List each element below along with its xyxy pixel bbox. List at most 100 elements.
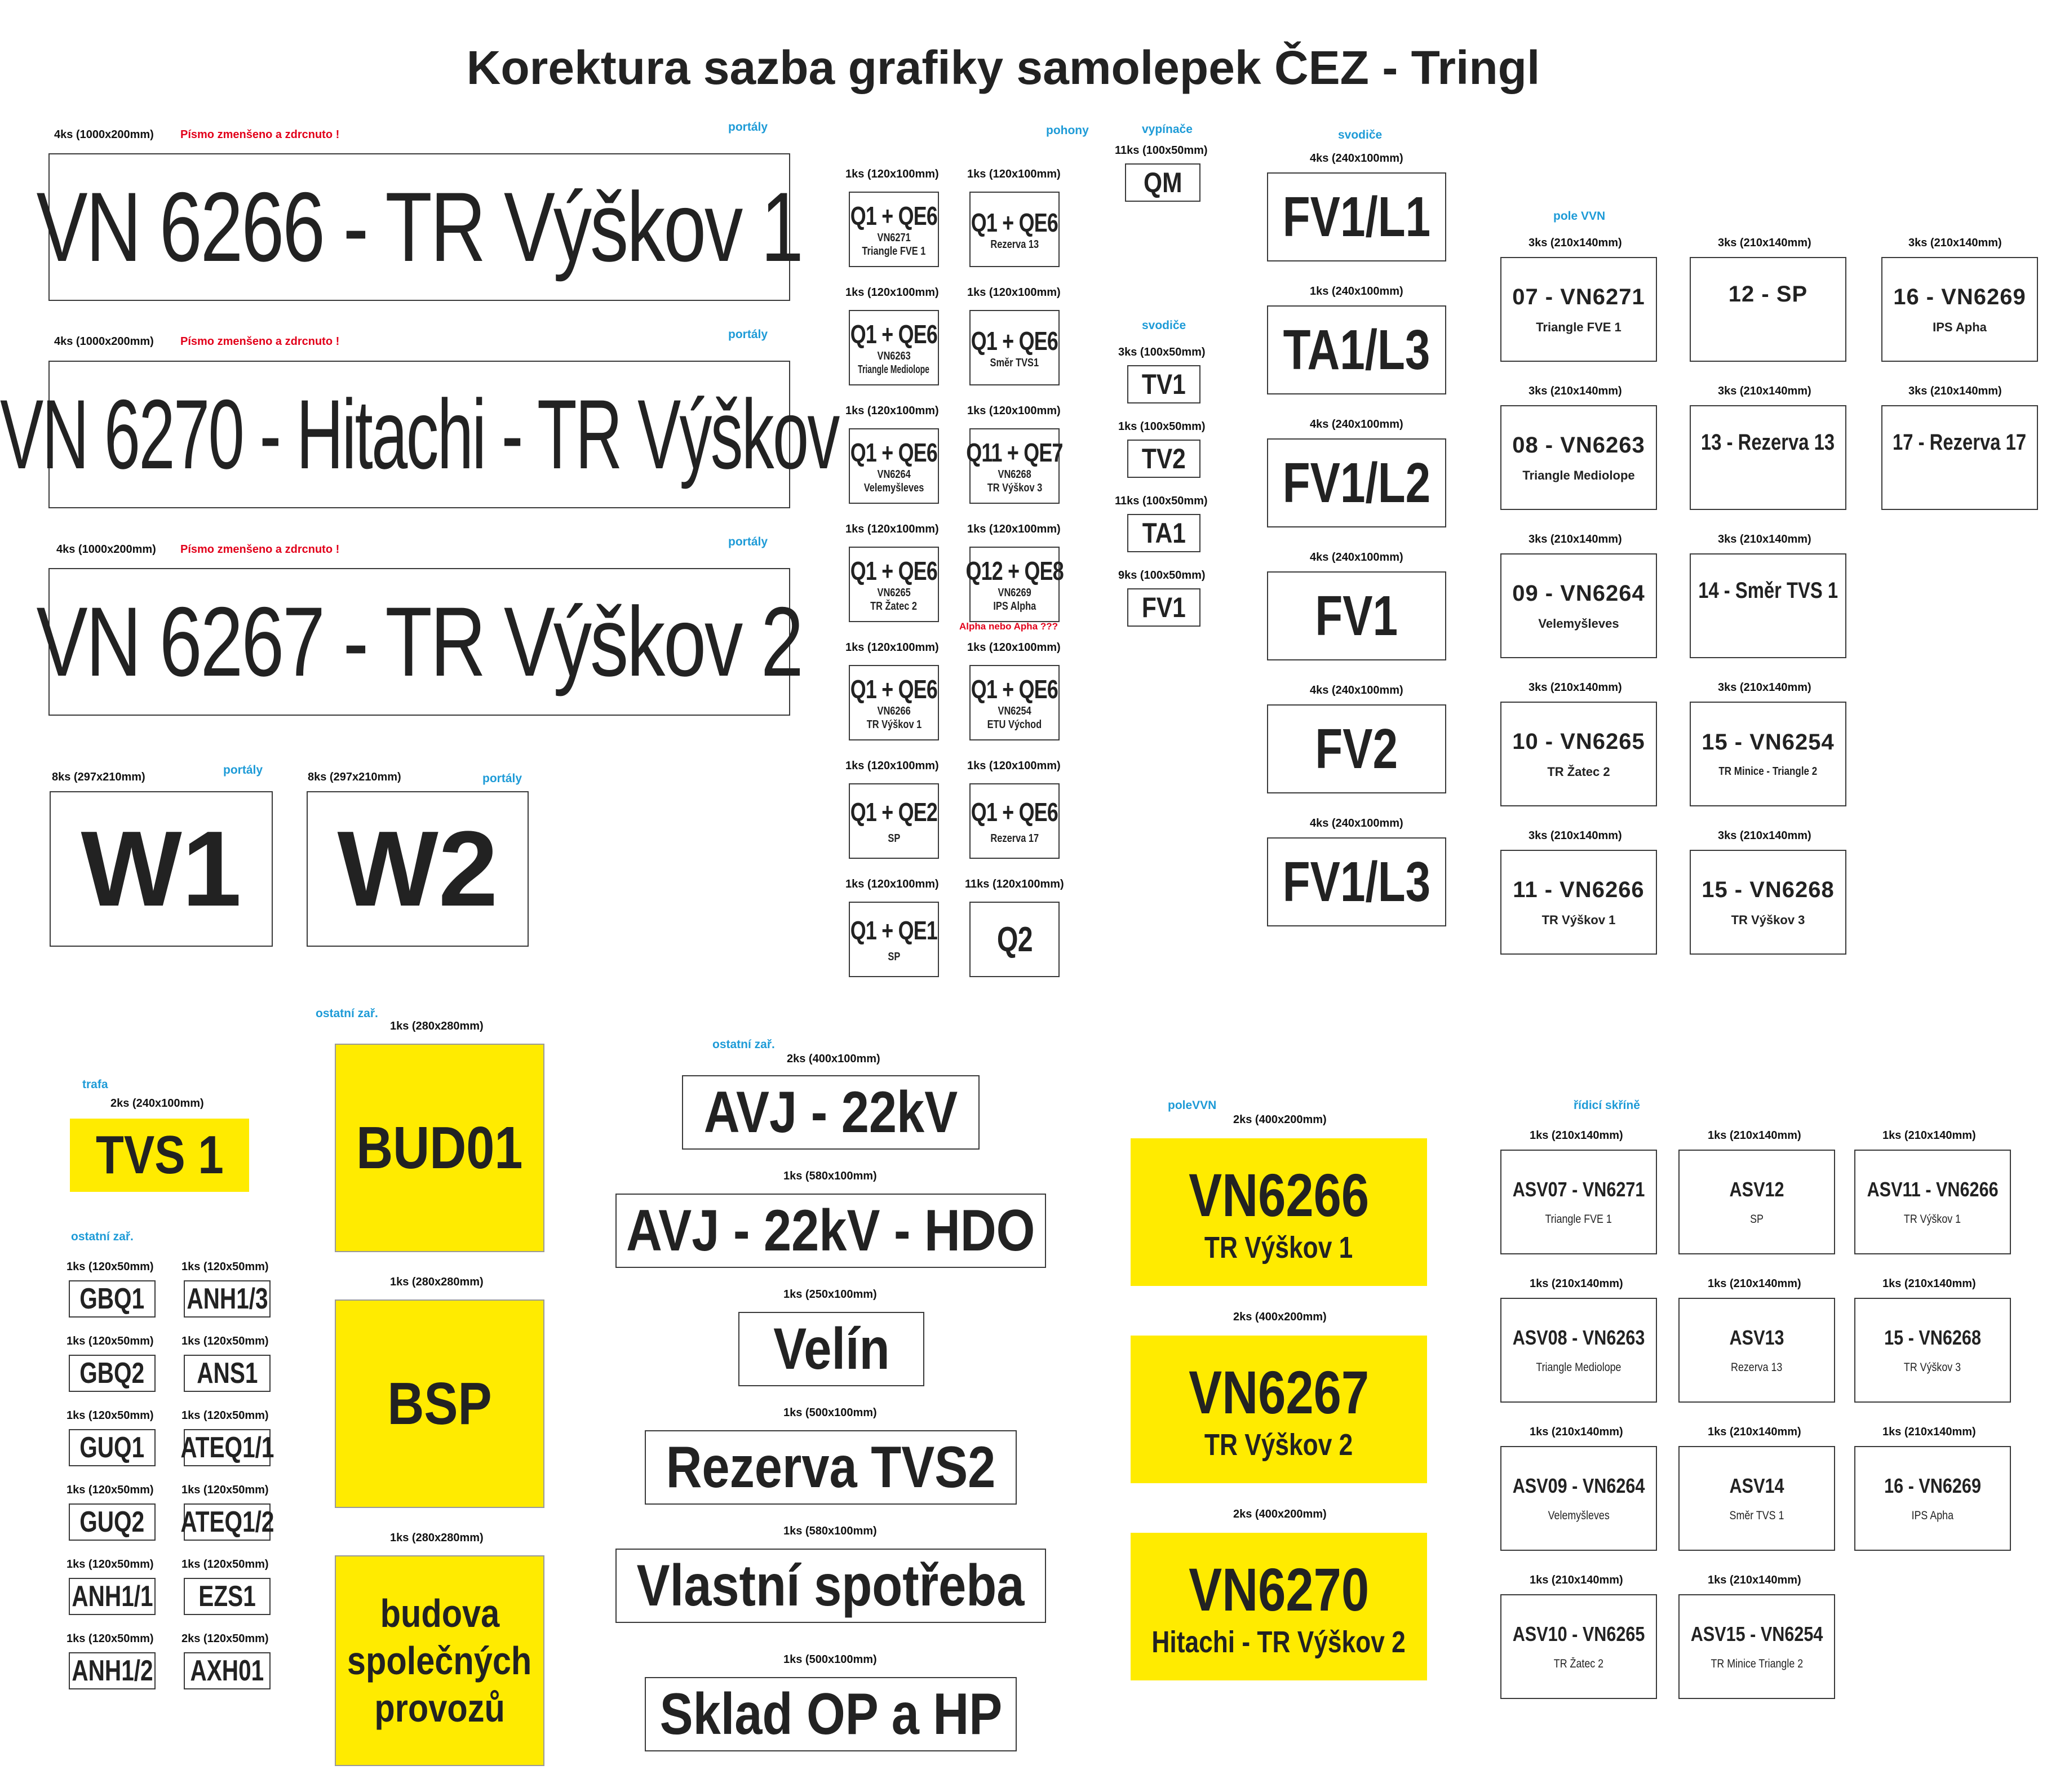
ostatni-text: ATEQ1/1 [180,1431,274,1464]
ostatni-text: GBQ1 [79,1283,145,1315]
ostatni-sign: ANH1/3 [184,1280,271,1318]
pohon-sign: Q1 + QE6 Rezerva 13 [969,192,1060,267]
portal-category: portály [728,535,768,548]
polevvn-yellow-sign: VN6270 Hitachi - TR Výškov 2 [1131,1533,1427,1680]
pohon-sub: VN6263 [877,350,911,362]
ostatni-category: ostatní zař. [71,1230,134,1243]
trafa-category: trafa [82,1078,108,1091]
svodice-big-category: svodiče [1338,128,1383,141]
ostatni-text: ATEQ1/2 [180,1506,274,1538]
pole-vvn-main: 12 - SP [1728,282,1808,307]
ostatni-text: EZS1 [198,1580,256,1613]
ostatni-qty: 2ks (120x50mm) [181,1633,269,1645]
ostatni-yellow-text: BSP [387,1370,492,1437]
pole-vvn-sign: 07 - VN6271 Triangle FVE 1 [1500,257,1657,362]
pole-vvn-qty: 3ks (210x140mm) [1529,533,1622,545]
ostatni-mid-text: Rezerva TVS2 [666,1434,996,1500]
ostatni-sign: ANS1 [184,1355,271,1392]
ostatni-qty: 1ks (120x50mm) [67,1633,154,1645]
ridici-main: ASV12 [1729,1178,1784,1201]
pohon-sub: Směr TVS1 [990,357,1039,369]
pohon-main: Q1 + QE6 [850,320,938,349]
pole-vvn-sub: Velemyšleves [1538,616,1619,631]
pole-vvn-main: 11 - VN6266 [1513,877,1645,902]
pohon-sign: Q1 + QE6 Směr TVS1 [969,310,1060,385]
portal-sign: VN 6266 - TR Výškov 1 [37,153,804,301]
ostatni-sign: ANH1/2 [69,1652,156,1689]
ostatni-sign: GBQ1 [69,1280,156,1318]
svodic-big-qty: 4ks (240x100mm) [1310,418,1403,431]
polevvn-yellow-sign: VN6266 TR Výškov 1 [1131,1138,1427,1286]
ridici-main: ASV09 - VN6264 [1512,1474,1645,1497]
pole-vvn-sign: 08 - VN6263 Triangle Mediolope [1500,405,1657,510]
polevvn-yellow-main: VN6267 [1188,1358,1370,1426]
ridici-qty: 1ks (210x140mm) [1882,1129,1976,1142]
ridici-main: ASV10 - VN6265 [1512,1622,1645,1645]
pohon-qty: 1ks (120x100mm) [967,405,1061,417]
svodic-big-qty: 4ks (240x100mm) [1310,817,1403,830]
pohon-main: Q1 + QE6 [850,556,938,585]
ridici-sub: Triangle Mediolope [1536,1361,1621,1374]
ostatni-text: ANS1 [196,1357,258,1390]
svodic-big-sign: TA1/L3 [1267,305,1446,394]
pole-vvn-sign: 15 - VN6268 TR Výškov 3 [1690,850,1846,955]
pohon-sub: SP [888,832,900,845]
pole-vvn-sub: TR Minice - Triangle 2 [1718,765,1818,778]
pole-vvn-sign: 15 - VN6254 TR Minice - Triangle 2 [1690,702,1846,806]
svodic-big-qty: 1ks (240x100mm) [1310,285,1403,298]
trafa-sign: TVS 1 [70,1119,249,1192]
ostatni-text: GUQ1 [79,1431,145,1464]
page-title: Korektura sazba grafiky samolepek ČEZ - … [466,41,1540,94]
ridici-sub: Triangle FVE 1 [1545,1213,1612,1226]
pohon-sub: VN6271 [877,232,911,244]
ostatni-yellow-sign: budova společných provozů [335,1555,544,1766]
portal-qty: 4ks (1000x200mm) [56,543,156,556]
ridici-main: ASV11 - VN6266 [1867,1178,1999,1201]
svodic-big-qty: 4ks (240x100mm) [1310,152,1403,165]
svodic-big-text: FV1/L3 [1282,850,1431,913]
pole-vvn-sub: Triangle Mediolope [1522,468,1635,482]
ostatni-text: ANH1/1 [71,1580,153,1613]
ridici-main: ASV08 - VN6263 [1512,1326,1645,1349]
pohon-sub: IPS Alpha [993,600,1036,613]
pohon-sub: VN6266 [877,705,911,717]
pole-vvn-sub: IPS Apha [1933,320,1987,334]
pohon-qty: 1ks (120x100mm) [967,523,1061,535]
polevvn-yellow-category: poleVVN [1168,1099,1217,1112]
ostatni-mid-text: Sklad OP a HP [659,1681,1002,1747]
pohon-sign: Q1 + QE6 VN6265 TR Žatec 2 [849,547,939,622]
pohon-qty: 1ks (120x100mm) [845,286,939,299]
pole-vvn-qty: 3ks (210x140mm) [1529,681,1622,694]
ostatni-sign: GUQ2 [69,1503,156,1541]
ostatni-mid-category: ostatní zař. [712,1038,775,1051]
ostatni-qty: 1ks (120x50mm) [67,1558,154,1571]
ridici-main: ASV15 - VN6254 [1690,1622,1823,1645]
ostatni-mid-qty: 1ks (250x100mm) [783,1288,877,1301]
ridici-main: 16 - VN6269 [1884,1474,1981,1497]
ostatni-qty: 1ks (120x50mm) [181,1484,269,1496]
pohon-sub: TR Výškov 1 [866,718,921,731]
pohon-sub: Velemyšleves [863,482,924,494]
ostatni-text: GBQ2 [79,1357,145,1390]
ridici-sign: ASV09 - VN6264 Velemyšleves [1500,1446,1657,1551]
ostatni-mid-qty: 1ks (500x100mm) [783,1407,877,1419]
pohon-main: Q1 + QE1 [850,916,938,945]
ostatni-qty: 1ks (120x50mm) [67,1335,154,1347]
ridici-sign: ASV07 - VN6271 Triangle FVE 1 [1500,1150,1657,1254]
vypinac-text: QM [1143,167,1182,198]
pole-vvn-main: 09 - VN6264 [1512,580,1645,606]
ridici-qty: 1ks (210x140mm) [1708,1574,1801,1586]
ostatni-mid-qty: 1ks (580x100mm) [783,1525,877,1537]
polevvn-yellow-sub: Hitachi - TR Výškov 2 [1151,1625,1406,1659]
ridici-qty: 1ks (210x140mm) [1530,1426,1623,1438]
svodic-qty: 3ks (100x50mm) [1118,346,1206,358]
pohon-qty: 11ks (120x100mm) [965,878,1064,890]
pole-vvn-qty: 3ks (210x140mm) [1908,237,2002,249]
pole-vvn-main: 10 - VN6265 [1512,729,1645,754]
polevvn-yellow-sign: VN6267 TR Výškov 2 [1131,1336,1427,1483]
svodic-big-qty: 4ks (240x100mm) [1310,684,1403,697]
pohon-sub: Triangle Mediolope [858,363,930,376]
trafa-text: TVS 1 [95,1125,224,1185]
ridici-sub: IPS Apha [1911,1509,1954,1522]
ridici-qty: 1ks (210x140mm) [1530,1574,1623,1586]
